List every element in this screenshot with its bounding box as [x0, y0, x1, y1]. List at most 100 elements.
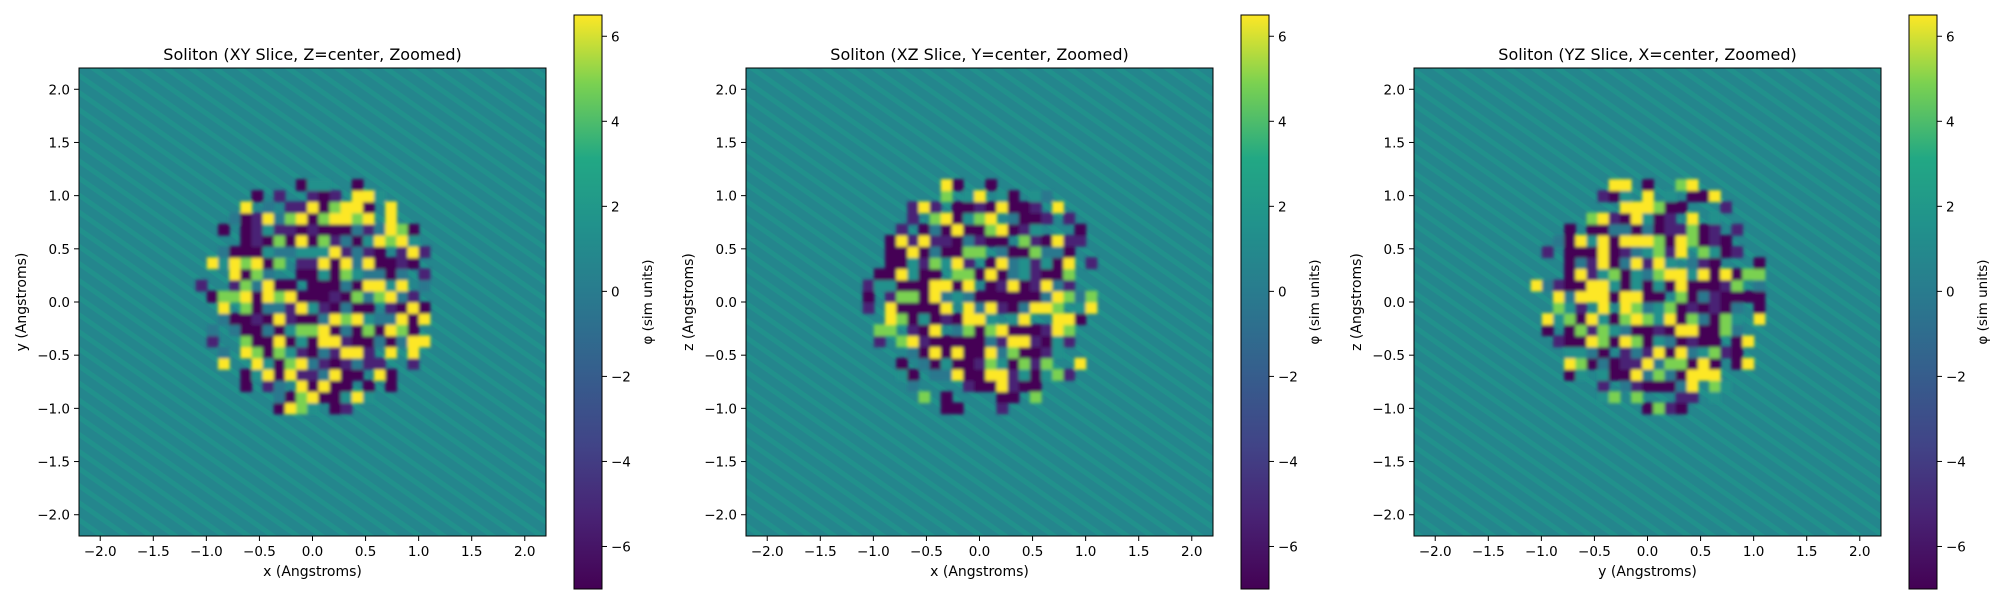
heatmap-cell	[1619, 313, 1632, 325]
colorbar-tick-label: −2	[611, 369, 631, 385]
heatmap-cell	[1664, 346, 1677, 359]
heatmap-cell	[1597, 190, 1610, 203]
heatmap-cell	[1631, 290, 1643, 303]
heatmap-cell	[1753, 313, 1766, 325]
heatmap-cell	[1052, 290, 1064, 303]
x-tick-label: −0.5	[1578, 544, 1611, 560]
heatmap-cell	[1675, 223, 1688, 236]
heatmap-cell	[1041, 268, 1053, 281]
heatmap-cell	[907, 201, 920, 214]
heatmap-cell	[418, 246, 431, 258]
heatmap-cell	[318, 212, 331, 225]
chart-title: Soliton (XY Slice, Z=center, Zoomed)	[163, 45, 461, 64]
heatmap-cell	[296, 313, 308, 325]
heatmap-cell	[1007, 369, 1020, 381]
heatmap-cell	[1041, 346, 1053, 359]
heatmap-cell	[218, 290, 230, 303]
heatmap-cell	[284, 357, 297, 370]
y-tick-label: −1.0	[1372, 401, 1405, 417]
colorbar-tick-label: 2	[1278, 199, 1287, 215]
heatmap-cell	[1575, 257, 1588, 270]
heatmap-cell	[284, 346, 297, 359]
heatmap-cell	[985, 357, 998, 370]
heatmap-cell	[273, 369, 286, 381]
x-tick-label: −2.0	[751, 544, 784, 560]
x-axis-label: x (Angstroms)	[263, 564, 362, 580]
heatmap-cell	[996, 324, 1009, 337]
heatmap-cell	[1608, 357, 1621, 370]
heatmap-cell	[1018, 380, 1031, 392]
heatmap-cell	[307, 234, 319, 247]
heatmap-cell	[1052, 346, 1064, 359]
heatmap-cell	[1697, 279, 1710, 292]
x-tick-label: 0.5	[355, 544, 376, 560]
heatmap-cell	[329, 201, 342, 214]
heatmap-cell	[1653, 279, 1666, 292]
heatmap-cell	[1553, 234, 1565, 247]
heatmap-cell	[1709, 369, 1721, 381]
heatmap-cell	[329, 290, 342, 303]
heatmap-cell	[329, 190, 342, 203]
heatmap-cell	[362, 223, 375, 236]
heatmap-cell	[307, 335, 319, 348]
heatmap-cell	[1653, 246, 1666, 258]
heatmap-cell	[1642, 190, 1654, 203]
heatmap-cell	[940, 179, 953, 191]
heatmap-cell	[1709, 234, 1721, 247]
colorbar-tick-label: 0	[611, 284, 620, 300]
heatmap-cell	[374, 190, 386, 203]
colorbar-tick-label: 4	[1946, 114, 1955, 130]
heatmap-cell	[1631, 369, 1643, 381]
heatmap-cell	[1007, 223, 1020, 236]
heatmap-cell	[407, 357, 420, 370]
heatmap-cell	[873, 324, 886, 337]
heatmap-cell	[340, 346, 353, 359]
heatmap-cell	[951, 335, 964, 348]
heatmap-cell	[918, 246, 931, 258]
heatmap-cell	[940, 369, 953, 381]
heatmap-cell	[1720, 234, 1732, 247]
heatmap-cell	[1608, 369, 1621, 381]
heatmap-cell	[340, 201, 353, 214]
heatmap-cell	[1675, 391, 1688, 404]
heatmap-cell	[318, 313, 331, 325]
heatmap-cell	[951, 179, 964, 191]
heatmap-cell	[318, 190, 331, 203]
heatmap-cell	[329, 346, 342, 359]
heatmap-cell	[374, 257, 386, 270]
colorbar-tick-label: 6	[1946, 29, 1955, 45]
x-axis-label: x (Angstroms)	[930, 564, 1029, 580]
heatmap-cell	[940, 346, 953, 359]
x-tick-label: 1.0	[408, 544, 429, 560]
heatmap-cell	[318, 302, 331, 314]
heatmap-cell	[284, 391, 297, 404]
heatmap-cell	[974, 380, 986, 392]
heatmap-cell	[218, 302, 230, 314]
heatmap-cell	[351, 257, 364, 270]
heatmap-cell	[229, 279, 241, 292]
heatmap-cell	[240, 201, 253, 214]
heatmap-cell	[974, 369, 986, 381]
heatmap-cell	[262, 324, 275, 337]
y-tick-label: 0.5	[1384, 242, 1405, 258]
heatmap-cell	[240, 268, 253, 281]
heatmap-cell	[351, 290, 364, 303]
heatmap-cell	[1642, 369, 1654, 381]
soliton-core	[862, 179, 1098, 415]
heatmap-cell	[284, 369, 297, 381]
heatmap-cell	[340, 313, 353, 325]
heatmap-cell	[1029, 268, 1042, 281]
heatmap-cell	[1642, 212, 1654, 225]
heatmap-cell	[385, 268, 397, 281]
heatmap-cell	[940, 257, 953, 270]
heatmap-cell	[1564, 257, 1576, 270]
heatmap-cell	[374, 268, 386, 281]
heatmap-cell	[1686, 279, 1699, 292]
heatmap-cell	[1041, 279, 1053, 292]
heatmap-cell	[1564, 290, 1576, 303]
heatmap-cell	[918, 313, 931, 325]
heatmap-cell	[206, 324, 219, 337]
heatmap-cell	[1631, 212, 1643, 225]
heatmap-cell	[1029, 324, 1042, 337]
